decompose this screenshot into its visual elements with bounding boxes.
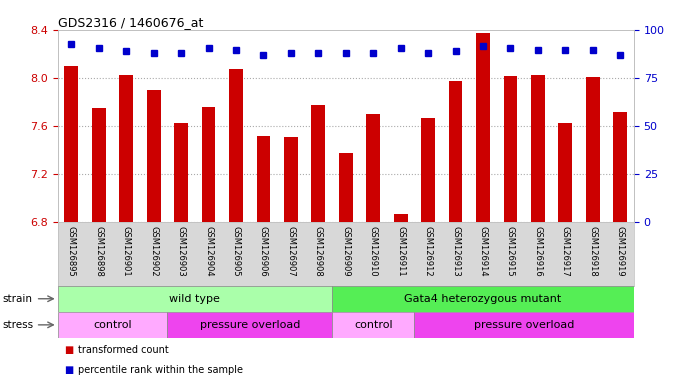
Bar: [339, 153, 353, 222]
Bar: [414, 312, 634, 338]
Text: GSM126919: GSM126919: [616, 225, 624, 276]
Text: Gata4 heterozygous mutant: Gata4 heterozygous mutant: [404, 294, 561, 304]
Bar: [366, 114, 380, 222]
Text: control: control: [93, 320, 132, 330]
Bar: [229, 69, 243, 222]
Text: GSM126907: GSM126907: [286, 225, 296, 276]
Bar: [449, 81, 462, 222]
Text: transformed count: transformed count: [78, 345, 169, 355]
Bar: [147, 90, 161, 222]
Text: ■: ■: [64, 365, 74, 375]
Text: GSM126917: GSM126917: [561, 225, 570, 276]
Bar: [332, 286, 634, 312]
Bar: [284, 137, 298, 222]
Text: GSM126905: GSM126905: [231, 225, 241, 276]
Text: wild type: wild type: [170, 294, 220, 304]
Bar: [92, 108, 106, 222]
Text: pressure overload: pressure overload: [199, 320, 300, 330]
Text: GSM126912: GSM126912: [424, 225, 433, 276]
Text: GSM126918: GSM126918: [589, 225, 597, 276]
Text: GSM126911: GSM126911: [396, 225, 405, 276]
Text: GSM126915: GSM126915: [506, 225, 515, 276]
Bar: [58, 286, 332, 312]
Bar: [504, 76, 517, 222]
Bar: [202, 107, 216, 222]
Text: GSM126903: GSM126903: [177, 225, 186, 276]
Text: GDS2316 / 1460676_at: GDS2316 / 1460676_at: [58, 16, 203, 29]
Text: GSM126916: GSM126916: [534, 225, 542, 276]
Bar: [256, 136, 271, 222]
Text: strain: strain: [2, 294, 32, 304]
Text: ■: ■: [64, 345, 74, 355]
Text: GSM126910: GSM126910: [369, 225, 378, 276]
Bar: [167, 312, 332, 338]
Text: pressure overload: pressure overload: [474, 320, 574, 330]
Text: GSM126901: GSM126901: [122, 225, 131, 276]
Text: GSM126908: GSM126908: [314, 225, 323, 276]
Text: control: control: [354, 320, 393, 330]
Text: GSM126895: GSM126895: [67, 225, 76, 276]
Text: stress: stress: [2, 320, 33, 330]
Text: GSM126898: GSM126898: [94, 225, 103, 276]
Text: GSM126913: GSM126913: [451, 225, 460, 276]
Bar: [174, 123, 188, 222]
Bar: [586, 77, 599, 222]
Bar: [614, 112, 627, 222]
Text: GSM126914: GSM126914: [479, 225, 487, 276]
Bar: [531, 75, 544, 222]
Bar: [64, 66, 78, 222]
Text: percentile rank within the sample: percentile rank within the sample: [78, 365, 243, 375]
Text: GSM126906: GSM126906: [259, 225, 268, 276]
Text: GSM126902: GSM126902: [149, 225, 158, 276]
Bar: [394, 214, 407, 222]
Text: GSM126904: GSM126904: [204, 225, 213, 276]
Text: GSM126909: GSM126909: [341, 225, 351, 276]
Bar: [421, 118, 435, 222]
Bar: [476, 33, 490, 222]
Bar: [311, 105, 325, 222]
Bar: [119, 75, 133, 222]
Bar: [58, 312, 167, 338]
Bar: [332, 312, 414, 338]
Bar: [559, 123, 572, 222]
